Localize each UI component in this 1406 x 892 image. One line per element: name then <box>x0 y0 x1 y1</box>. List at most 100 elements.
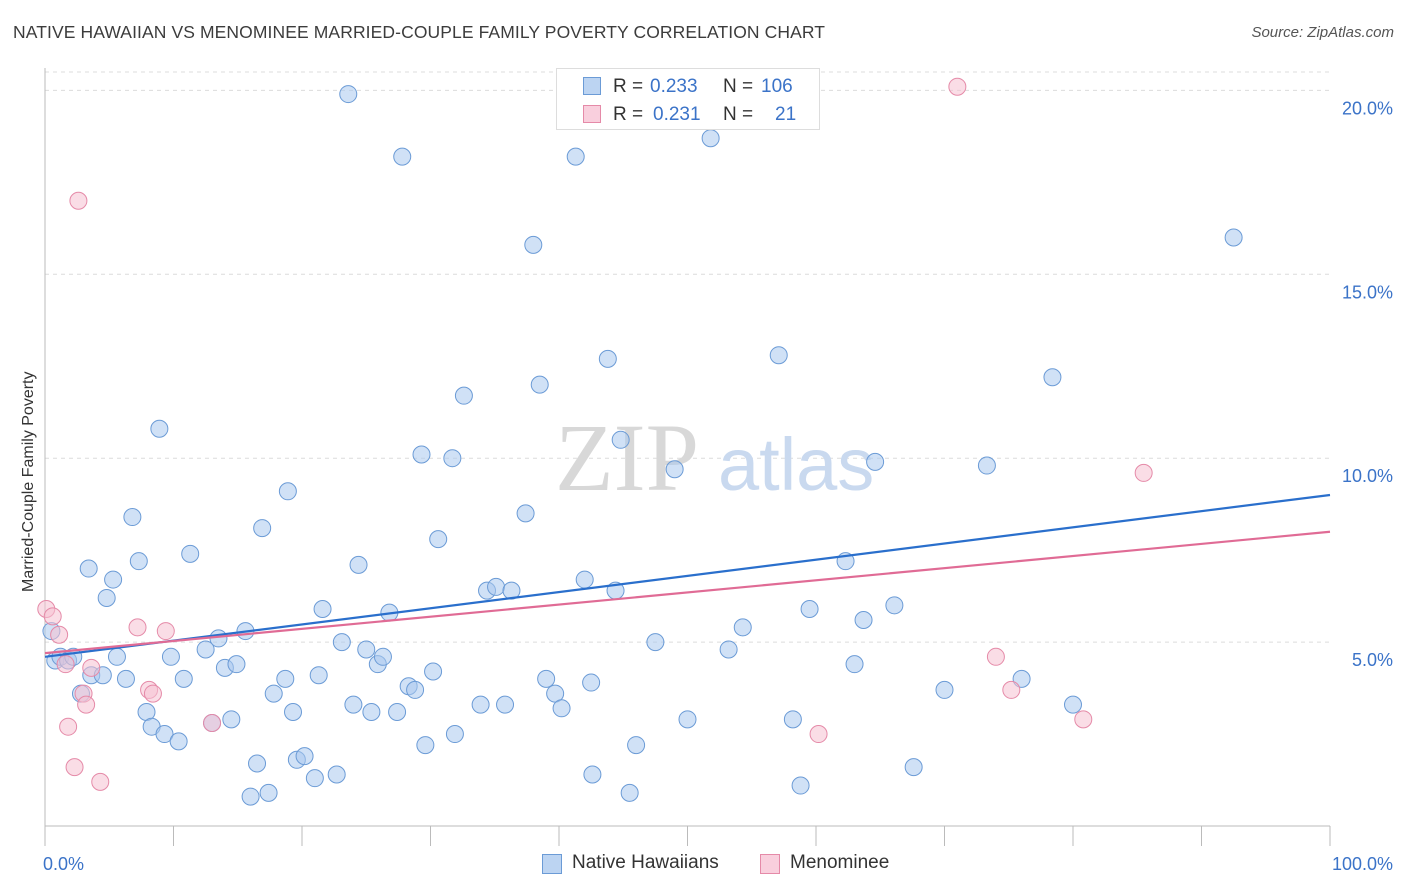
data-point-native-hawaiians <box>904 758 923 777</box>
data-point-native-hawaiians <box>248 754 267 773</box>
data-point-native-hawaiians <box>309 666 328 685</box>
data-point-native-hawaiians <box>388 702 407 721</box>
legend-r-value: 0.231 <box>653 104 701 125</box>
data-point-native-hawaiians <box>620 783 639 802</box>
data-point-native-hawaiians <box>552 699 571 718</box>
axis-layer <box>44 68 1331 846</box>
bottom-legend-label: Native Hawaiians <box>572 852 719 873</box>
data-point-menominee <box>65 758 84 777</box>
data-point-menominee <box>1074 710 1093 729</box>
data-point-native-hawaiians <box>222 710 241 729</box>
data-point-menominee <box>948 77 967 96</box>
watermark-atlas: atlas <box>718 423 874 506</box>
data-point-native-hawaiians <box>583 765 602 784</box>
data-point-native-hawaiians <box>537 669 556 688</box>
data-point-native-hawaiians <box>487 577 506 596</box>
data-point-native-hawaiians <box>935 680 954 699</box>
legend-r-value: 0.233 <box>650 76 698 97</box>
y-tick-label: 5.0% <box>1352 650 1393 670</box>
data-point-native-hawaiians <box>443 449 462 468</box>
data-point-native-hawaiians <box>566 147 585 166</box>
correlation-legend: R = 0.233 N = 106 R = 0.231 N = 21 <box>556 68 820 130</box>
data-point-native-hawaiians <box>854 611 873 630</box>
y-tick-label: 10.0% <box>1342 466 1393 486</box>
legend-n-label: N = <box>723 76 754 97</box>
grid-layer <box>45 71 1330 643</box>
data-point-native-hawaiians <box>496 695 515 714</box>
legend-swatch-pink <box>583 105 601 123</box>
data-point-native-hawaiians <box>174 669 193 688</box>
data-point-menominee <box>56 655 75 674</box>
legend-n-value: 21 <box>775 104 797 125</box>
legend-n-label: N = <box>723 104 754 125</box>
data-point-native-hawaiians <box>646 633 665 652</box>
data-point-native-hawaiians <box>416 736 435 755</box>
data-point-native-hawaiians <box>627 736 646 755</box>
data-point-native-hawaiians <box>424 662 443 681</box>
data-point-native-hawaiians <box>150 419 169 438</box>
data-point-native-hawaiians <box>227 655 246 674</box>
data-point-native-hawaiians <box>791 776 810 795</box>
data-point-menominee <box>59 717 78 736</box>
data-point-native-hawaiians <box>332 633 351 652</box>
data-point-native-hawaiians <box>305 769 324 788</box>
data-point-native-hawaiians <box>209 629 228 648</box>
data-point-native-hawaiians <box>530 375 549 394</box>
data-point-native-hawaiians <box>977 456 996 475</box>
data-point-native-hawaiians <box>575 570 594 589</box>
trendline-native-hawaiians <box>44 493 1331 658</box>
data-point-native-hawaiians <box>445 725 464 744</box>
data-point-native-hawaiians <box>129 552 148 571</box>
series-menominee <box>37 77 1153 791</box>
data-point-native-hawaiians <box>196 640 215 659</box>
chart-title: NATIVE HAWAIIAN VS MENOMINEE MARRIED-COU… <box>13 22 826 42</box>
x-tick-label: 0.0% <box>43 854 84 874</box>
source-note: Source: ZipAtlas.com <box>1251 24 1394 41</box>
data-point-native-hawaiians <box>1064 695 1082 714</box>
data-point-native-hawaiians <box>1224 228 1243 247</box>
data-point-menominee <box>69 191 88 210</box>
data-point-native-hawaiians <box>107 647 126 666</box>
data-point-native-hawaiians <box>1012 669 1031 688</box>
data-point-native-hawaiians <box>719 640 738 659</box>
data-point-native-hawaiians <box>116 669 135 688</box>
data-point-menominee <box>77 695 96 714</box>
data-point-native-hawaiians <box>598 349 617 368</box>
data-point-menominee <box>1002 680 1021 699</box>
data-point-native-hawaiians <box>155 725 174 744</box>
data-point-native-hawaiians <box>313 599 332 618</box>
data-point-native-hawaiians <box>701 129 720 148</box>
watermark-zip: ZIP <box>555 404 699 511</box>
y-tick-label: 15.0% <box>1342 282 1393 302</box>
data-point-native-hawaiians <box>866 452 885 471</box>
data-point-native-hawaiians <box>769 346 788 365</box>
data-point-native-hawaiians <box>327 765 346 784</box>
data-point-native-hawaiians <box>181 544 200 563</box>
data-point-native-hawaiians <box>412 445 431 464</box>
data-point-native-hawaiians <box>362 702 381 721</box>
data-point-native-hawaiians <box>104 570 123 589</box>
data-point-native-hawaiians <box>471 695 490 714</box>
data-point-native-hawaiians <box>678 710 697 729</box>
data-point-native-hawaiians <box>406 680 425 699</box>
data-point-native-hawaiians <box>339 85 358 104</box>
data-point-native-hawaiians <box>295 747 314 766</box>
data-point-native-hawaiians <box>357 640 376 659</box>
data-point-native-hawaiians <box>97 588 116 607</box>
data-point-native-hawaiians <box>284 702 303 721</box>
data-point-native-hawaiians <box>665 460 684 479</box>
legend-swatch-blue <box>583 77 601 95</box>
data-point-native-hawaiians <box>278 482 297 501</box>
data-point-native-hawaiians <box>454 386 473 405</box>
bottom-legend-label: Menominee <box>790 852 890 873</box>
data-point-native-hawaiians <box>516 504 535 523</box>
data-point-menominee <box>82 658 101 677</box>
bottom-legend-swatch-pink <box>760 854 780 874</box>
legend-r-label: R = <box>613 104 644 125</box>
data-point-native-hawaiians <box>524 235 543 254</box>
data-point-native-hawaiians <box>344 695 363 714</box>
data-point-native-hawaiians <box>393 147 412 166</box>
data-point-native-hawaiians <box>733 618 752 637</box>
x-tick-label: 100.0% <box>1332 854 1393 874</box>
data-point-native-hawaiians <box>783 710 802 729</box>
